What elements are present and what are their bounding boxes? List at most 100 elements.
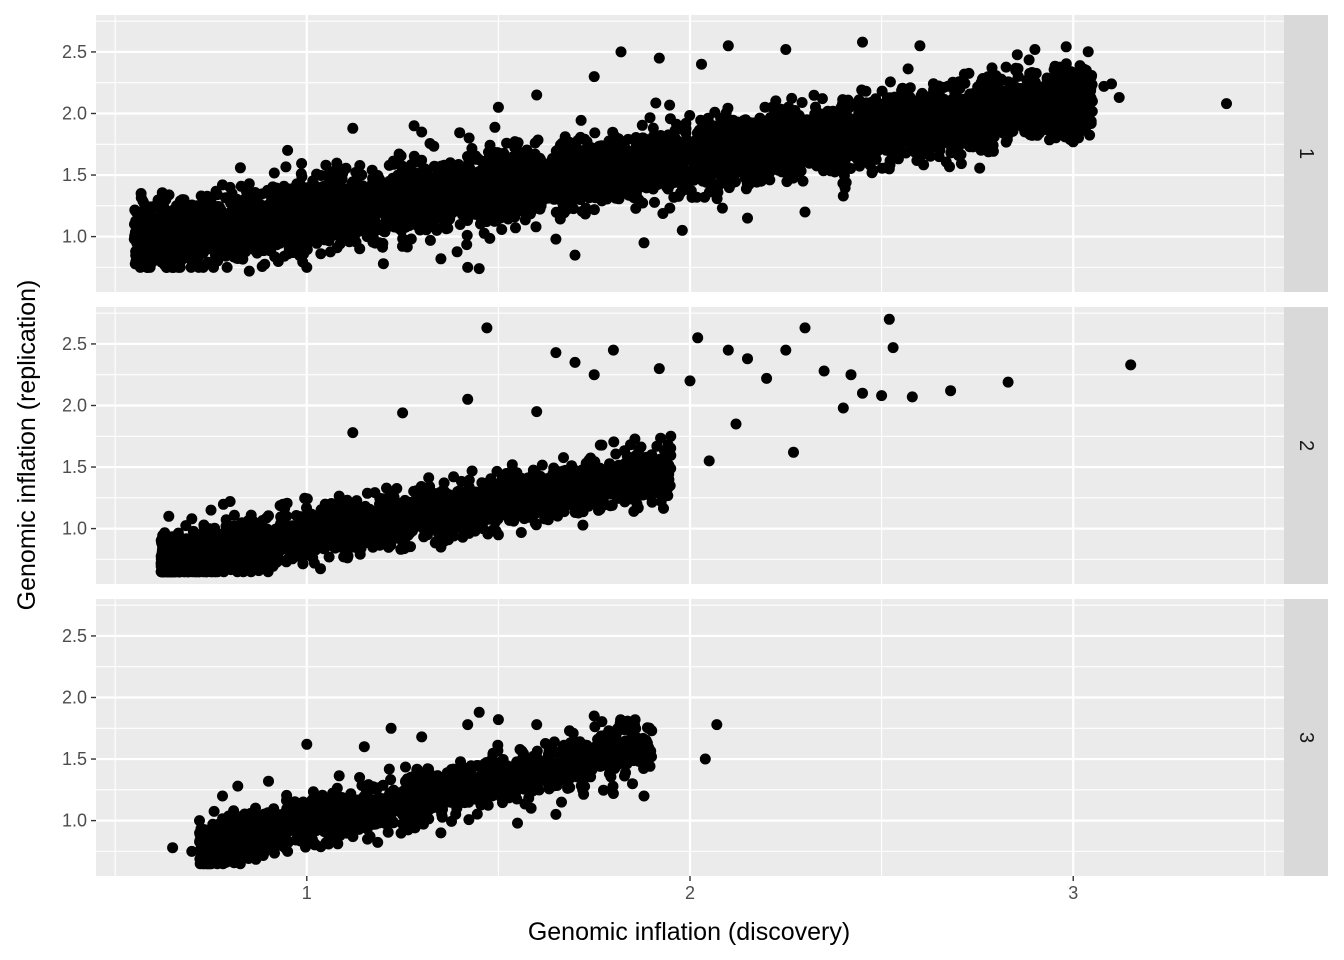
facet-panels: 11.01.52.02.521.01.52.02.531.01.52.02.51… <box>62 15 1328 903</box>
data-point <box>904 82 916 94</box>
data-point <box>885 143 897 155</box>
data-point <box>276 202 288 214</box>
data-point <box>1000 61 1012 73</box>
data-point <box>356 169 368 181</box>
data-point <box>483 203 495 215</box>
data-point <box>816 93 828 105</box>
data-point <box>842 94 854 106</box>
data-point <box>428 140 440 152</box>
data-point <box>193 261 205 273</box>
data-point <box>680 140 692 151</box>
data-point <box>262 241 274 253</box>
data-point <box>974 162 986 174</box>
data-point <box>510 222 521 234</box>
data-point <box>478 227 490 239</box>
data-point <box>437 213 449 225</box>
data-point <box>658 166 670 178</box>
data-point <box>301 244 313 255</box>
data-point <box>519 167 531 178</box>
data-point <box>282 248 294 260</box>
data-point <box>589 127 601 139</box>
data-point <box>722 102 734 114</box>
data-point <box>387 155 399 167</box>
data-point <box>461 229 473 241</box>
data-point <box>975 144 987 156</box>
data-point <box>978 89 990 101</box>
data-point <box>1079 105 1091 116</box>
data-point <box>234 162 246 174</box>
data-point <box>135 192 147 204</box>
data-point <box>969 127 980 139</box>
data-point <box>610 192 622 204</box>
data-point <box>409 214 421 226</box>
data-point <box>867 113 879 125</box>
data-point <box>568 203 579 215</box>
data-point <box>935 131 946 143</box>
data-point <box>354 243 366 255</box>
data-point <box>330 175 341 187</box>
data-point <box>1085 118 1097 129</box>
facet-strip <box>1284 15 1328 292</box>
data-point <box>461 239 473 251</box>
data-point <box>501 137 513 149</box>
data-point <box>664 99 676 111</box>
data-point <box>716 202 728 214</box>
data-point <box>1078 63 1090 75</box>
data-point <box>163 246 174 258</box>
data-point <box>560 196 572 208</box>
data-point <box>867 164 879 176</box>
data-point <box>876 85 888 97</box>
data-point <box>240 185 252 197</box>
data-point <box>287 232 299 244</box>
data-point <box>147 251 159 263</box>
data-point <box>129 204 141 216</box>
data-point <box>910 102 922 114</box>
data-point <box>364 215 375 226</box>
data-point <box>633 194 645 206</box>
data-point <box>770 119 782 131</box>
data-point <box>649 155 661 167</box>
data-point <box>540 174 552 186</box>
data-point <box>808 89 820 101</box>
data-point <box>1023 54 1035 66</box>
data-point <box>947 76 959 88</box>
data-point <box>331 157 343 169</box>
data-point <box>296 158 308 169</box>
data-point <box>580 175 592 187</box>
data-point <box>576 205 588 217</box>
data-point <box>739 129 751 141</box>
data-point <box>377 237 389 249</box>
data-point <box>690 163 702 175</box>
data-point <box>987 145 999 157</box>
y-tick-label: 2.5 <box>62 42 87 62</box>
data-point <box>1011 49 1023 61</box>
data-point <box>588 179 600 191</box>
scatter-points <box>128 36 1232 277</box>
data-point <box>786 92 798 104</box>
data-point <box>644 112 656 124</box>
data-point <box>650 97 662 109</box>
data-point <box>310 204 322 216</box>
data-point <box>594 165 606 177</box>
data-point <box>837 177 849 189</box>
data-point <box>792 122 804 134</box>
data-point <box>955 149 967 161</box>
data-point <box>617 144 629 156</box>
facet-strip-label: 1 <box>1295 148 1317 159</box>
data-point <box>706 138 718 150</box>
data-point <box>429 161 441 172</box>
data-point <box>422 169 434 181</box>
data-point <box>519 214 531 226</box>
y-tick-label: 1.0 <box>62 227 87 247</box>
data-point <box>183 203 195 215</box>
data-point <box>145 201 157 213</box>
data-point <box>471 152 483 164</box>
data-point <box>1059 131 1071 143</box>
data-point <box>397 233 409 245</box>
data-point <box>588 153 600 165</box>
data-point <box>553 143 565 155</box>
data-point <box>753 154 765 166</box>
data-point <box>657 208 669 219</box>
data-point <box>1060 41 1072 53</box>
